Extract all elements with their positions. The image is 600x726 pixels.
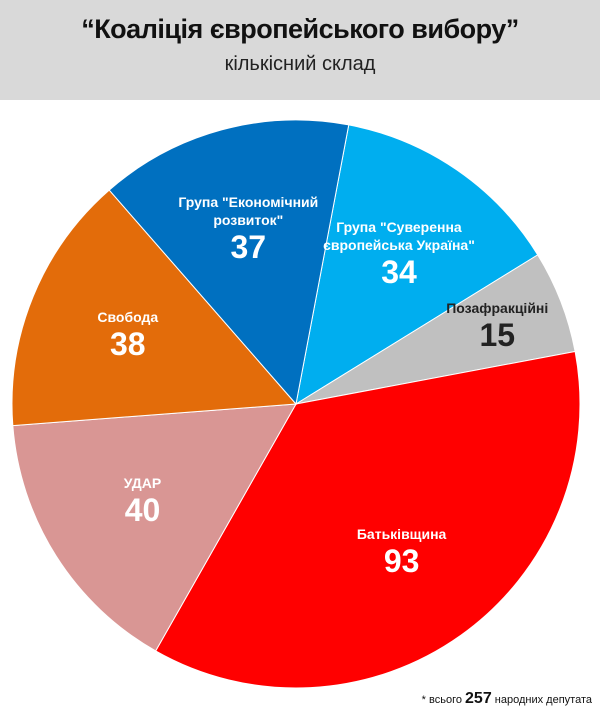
slice-value: 15 (479, 317, 516, 354)
slice-name: Свобода (97, 309, 159, 326)
pie-slice (154, 350, 581, 689)
pie-slice (295, 124, 539, 406)
pie-slice (108, 119, 350, 406)
slice-name: Група "Економічний розвиток" (178, 193, 319, 228)
footnote-prefix: * всього (421, 694, 462, 706)
slice-name: УДАР (123, 475, 162, 492)
pie-slice (11, 189, 298, 427)
slice-name: Батьківщина (356, 525, 447, 542)
footnote-suffix: народних депутата (494, 694, 592, 706)
slice-value: 37 (230, 228, 267, 265)
chart-subtitle: кількісний склад (224, 53, 376, 75)
slice-label: Батьківщина 93 (307, 525, 497, 579)
slice-label: Група "Економічний розвиток" 37 (153, 193, 343, 265)
chart-title: “Коаліція європейського вибору” (81, 14, 519, 44)
slice-name: Група "Суверенна європейська Україна" (323, 219, 475, 254)
footnote-total: 257 (465, 690, 492, 707)
slice-label: Група "Суверенна європейська Україна" 34 (304, 218, 494, 290)
slice-value: 93 (383, 542, 420, 579)
footnote: * всього 257 народних депутата (422, 690, 592, 708)
slice-value: 38 (109, 326, 146, 363)
slice-label: УДАР 40 (47, 474, 237, 528)
slice-label: Свобода 38 (33, 308, 223, 362)
slice-value: 34 (381, 254, 417, 291)
pie-slice (12, 403, 297, 652)
slice-label: Позафракційні 15 (432, 299, 562, 353)
slice-name: Позафракційні (446, 300, 549, 317)
header: “Коаліція європейського вибору” кількісн… (0, 0, 600, 100)
slice-value: 40 (124, 492, 161, 529)
